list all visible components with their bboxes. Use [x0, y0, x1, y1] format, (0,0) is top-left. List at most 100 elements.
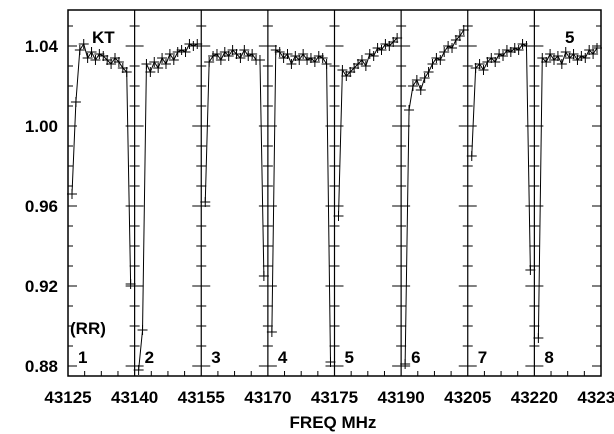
data-point [549, 55, 560, 65]
panel-label: 7 [478, 348, 487, 367]
series-line-6 [404, 29, 465, 365]
data-point [580, 53, 591, 63]
data-point [164, 49, 175, 59]
data-point [592, 43, 602, 53]
data-point [349, 63, 360, 73]
data-point [78, 39, 89, 49]
data-point [533, 333, 544, 343]
x-tick-label: 43175 [311, 388, 358, 407]
data-point [113, 57, 124, 67]
data-point [70, 97, 81, 107]
data-point [317, 53, 328, 63]
x-axis-label: FREQ MHz [290, 413, 377, 432]
data-point [384, 41, 395, 51]
data-point [415, 85, 426, 95]
data-point [266, 327, 277, 337]
data-point [423, 67, 434, 77]
data-point [470, 63, 481, 73]
data-point [568, 49, 579, 59]
data-point [67, 189, 77, 199]
data-point [404, 105, 415, 115]
data-point [74, 45, 85, 55]
y-tick-label: 0.96 [25, 197, 58, 216]
panel-label: 3 [211, 348, 220, 367]
data-point [302, 55, 313, 65]
data-point [98, 51, 109, 61]
data-point [86, 47, 97, 57]
data-point [576, 51, 587, 61]
polarization-label: (RR) [70, 319, 106, 338]
data-point [450, 35, 461, 45]
series-line-7 [471, 43, 531, 271]
data-point [153, 63, 164, 73]
data-point [200, 197, 211, 207]
data-point [360, 61, 371, 71]
data-point [82, 53, 93, 63]
data-point [243, 51, 254, 61]
data-point [258, 271, 269, 281]
data-point [290, 51, 301, 61]
data-point [466, 151, 477, 161]
x-tick-label: 43140 [111, 388, 158, 407]
data-point [572, 55, 583, 65]
x-tick-label: 43190 [377, 388, 424, 407]
x-tick-label: 43170 [244, 388, 291, 407]
data-point [509, 43, 520, 53]
data-point [337, 65, 348, 75]
data-point [541, 57, 552, 67]
data-point [525, 265, 536, 275]
data-point [388, 37, 399, 47]
data-point [364, 49, 375, 59]
x-tick-label: 43155 [178, 388, 225, 407]
data-point [400, 359, 411, 369]
data-point [560, 47, 571, 57]
series-line-5 [338, 37, 398, 217]
data-point [309, 57, 320, 67]
series-line-4 [271, 49, 331, 363]
data-point [176, 45, 187, 55]
data-point [431, 53, 442, 63]
data-point [325, 357, 336, 367]
data-point [227, 45, 238, 55]
data-point [137, 325, 148, 335]
data-point [341, 71, 352, 81]
data-point [490, 57, 501, 67]
data-point [584, 45, 595, 55]
data-point [94, 49, 105, 59]
y-tick-label: 1.00 [25, 117, 58, 136]
data-point [392, 33, 403, 43]
x-tick-label: 43205 [444, 388, 491, 407]
data-point [215, 55, 226, 65]
data-point [376, 45, 387, 55]
data-point [545, 49, 556, 59]
series-line-1 [71, 42, 132, 285]
data-point [278, 53, 289, 63]
data-point [333, 211, 344, 221]
data-point [149, 57, 160, 67]
data-point [270, 45, 281, 55]
data-point [223, 51, 234, 61]
data-point [208, 51, 219, 61]
top-right-label: 5 [565, 28, 574, 47]
series-line-3 [204, 48, 265, 277]
data-point [411, 75, 422, 85]
series-line-2 [138, 43, 198, 371]
data-point [321, 59, 332, 69]
data-point [141, 59, 152, 69]
data-point [517, 39, 528, 49]
data-point [247, 49, 258, 59]
data-point [282, 49, 293, 59]
data-point [274, 47, 285, 57]
data-point [204, 57, 215, 67]
data-point [521, 41, 532, 51]
data-point [435, 55, 446, 65]
data-point [474, 59, 485, 69]
data-point [109, 53, 120, 63]
data-point [90, 55, 101, 65]
y-tick-label: 1.04 [25, 37, 59, 56]
data-point [552, 51, 563, 61]
data-point [486, 53, 497, 63]
data-point [298, 49, 309, 59]
panel-label: 1 [78, 348, 87, 367]
